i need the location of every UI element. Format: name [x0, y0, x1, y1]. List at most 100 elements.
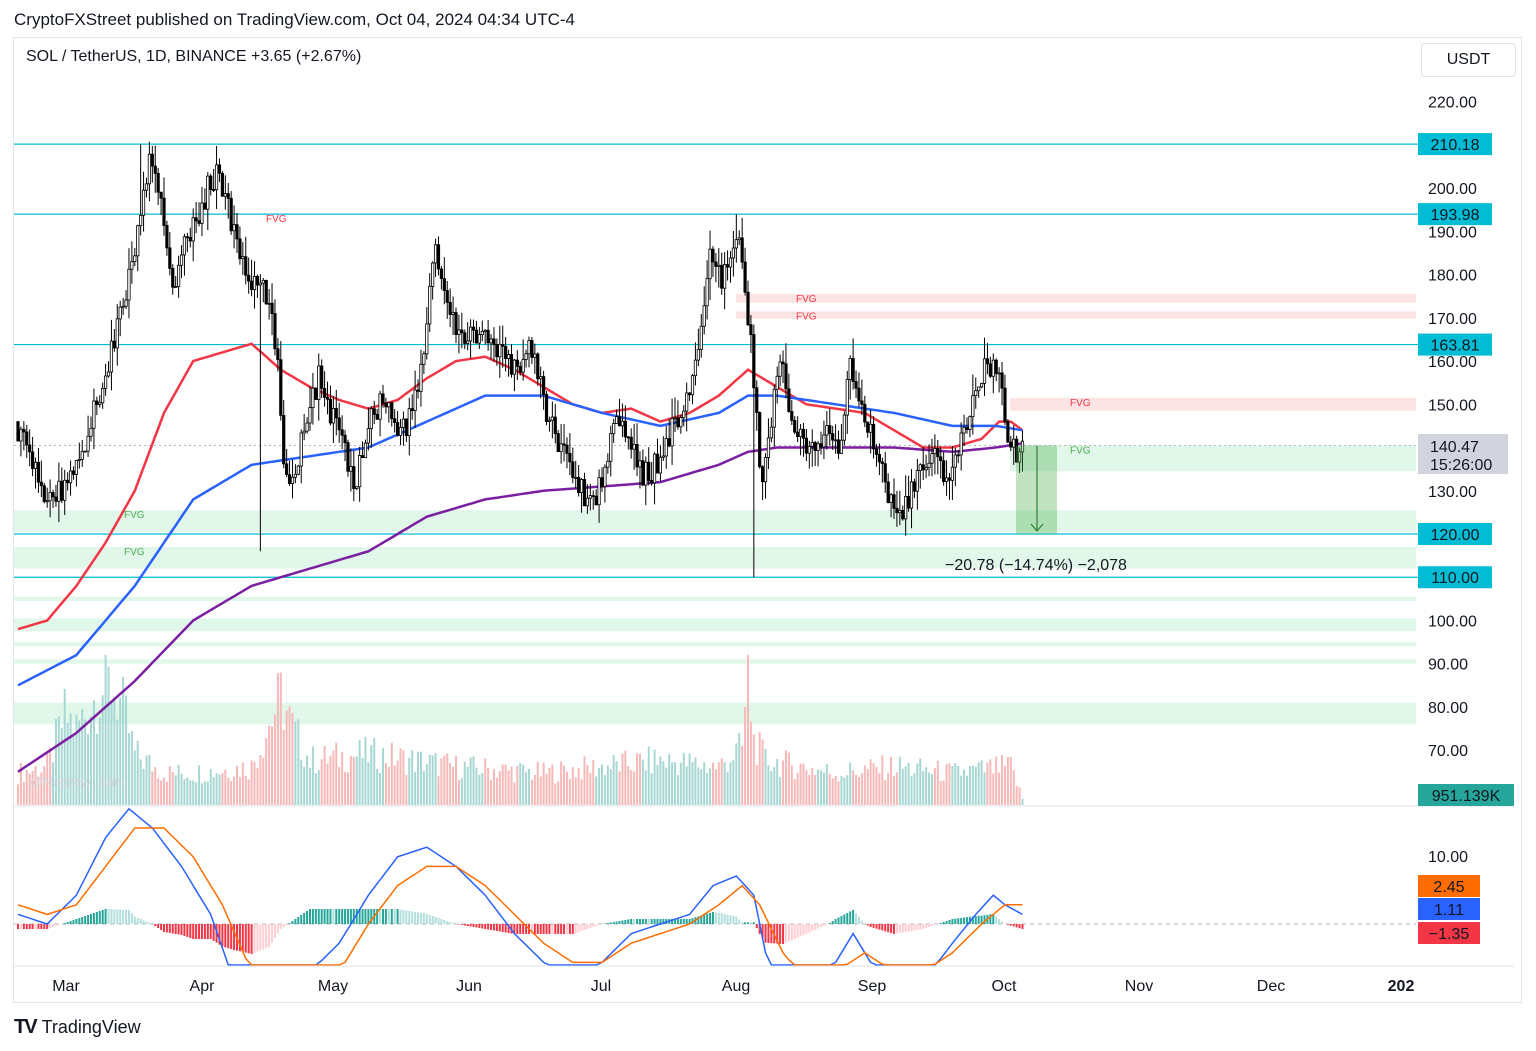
macd-hist-bar — [478, 924, 481, 928]
volume-bar — [717, 762, 720, 805]
volume-bar — [466, 767, 469, 805]
volume-bar — [317, 770, 320, 805]
candle-body — [676, 417, 680, 428]
macd-hist-bar — [212, 924, 215, 941]
symbol-legend[interactable]: SOL / TetherUS, 1D, BINANCE +3.65 (+2.67… — [26, 48, 362, 65]
volume-bar — [218, 774, 221, 805]
candle-body — [235, 224, 239, 240]
candle-body — [787, 388, 791, 412]
macd-hist-bar — [387, 909, 390, 924]
macd-hist-bar — [241, 924, 244, 952]
volume-bar — [688, 753, 691, 805]
volume-bar — [203, 781, 206, 805]
candle-body — [159, 191, 163, 199]
candle-body — [390, 402, 394, 420]
volume-bar — [633, 771, 636, 805]
volume-bar — [390, 742, 393, 805]
macd-hist-bar — [186, 924, 189, 937]
candle-body — [758, 412, 762, 468]
volume-bar — [332, 750, 335, 805]
volume-bar — [387, 766, 390, 805]
macd-hist-bar — [995, 916, 998, 924]
macd-hist-bar — [504, 924, 507, 933]
macd-hist-bar — [457, 924, 460, 925]
candle-body — [28, 444, 32, 453]
volume-bar — [84, 719, 87, 805]
macd-hist-bar — [402, 910, 405, 924]
candle-body — [299, 432, 303, 467]
volume-bar — [256, 767, 259, 805]
macd-hist-bar — [714, 912, 717, 924]
footer-brand[interactable]: TV TradingView — [14, 1016, 141, 1039]
volume-bar — [291, 713, 294, 805]
macd-hist-bar — [107, 909, 110, 924]
volume-bar — [577, 767, 580, 805]
candle-body — [480, 331, 484, 336]
volume-bar — [241, 762, 244, 805]
candle-body — [553, 416, 557, 434]
candle-body — [933, 448, 937, 455]
volume-bar — [837, 781, 840, 805]
volume-bar — [980, 760, 983, 805]
macd-hist-bar — [671, 919, 674, 924]
volume-bar — [180, 773, 183, 805]
volume-bar — [490, 779, 493, 805]
candle-body — [39, 481, 43, 487]
candle-body — [574, 477, 578, 479]
volume-bar — [846, 775, 849, 805]
volume-bar — [487, 767, 490, 805]
volume-bar — [192, 780, 195, 805]
macd-hist-bar — [796, 924, 799, 938]
macd-hist-bar — [469, 924, 472, 927]
volume-bar — [732, 760, 735, 805]
volume-bar — [983, 772, 986, 805]
volume-bar — [364, 736, 367, 805]
macd-hist-bar — [971, 916, 974, 924]
macd-hist-bar — [209, 924, 212, 939]
macd-hist-bar — [157, 924, 160, 928]
macd-hist-bar — [925, 924, 928, 928]
candle-body — [842, 414, 846, 441]
macd-hist-bar — [271, 924, 274, 943]
macd-hist-bar — [846, 913, 849, 924]
macd-hist-bar — [320, 909, 323, 924]
candle-body — [121, 305, 125, 308]
volume-bar — [814, 774, 817, 805]
macd-hist-bar — [22, 924, 25, 929]
candle-body — [901, 509, 905, 520]
volume-bar — [452, 766, 455, 805]
volume-bar — [989, 759, 992, 805]
volume-bar — [399, 748, 402, 805]
signal-line — [17, 827, 1023, 966]
volume-bar — [647, 746, 650, 805]
macd-hist-bar — [951, 919, 954, 924]
macd-hist-bar — [621, 920, 624, 924]
volume-bar — [195, 782, 198, 805]
macd-hist-bar — [808, 924, 811, 933]
candle-body — [214, 164, 219, 191]
volume-bar — [434, 753, 437, 805]
macd-hist-bar — [92, 913, 95, 924]
candle-body — [895, 507, 899, 514]
candle-body — [781, 361, 785, 365]
macd-hist-bar — [723, 914, 726, 924]
macd-hist-bar — [110, 909, 113, 924]
volume-bar — [411, 750, 414, 805]
volume-bar — [200, 783, 203, 805]
macd-hist-bar — [741, 922, 744, 924]
candle-body — [156, 173, 160, 193]
volume-bar — [793, 779, 796, 805]
currency-selector[interactable]: USDT — [1421, 43, 1516, 77]
volume-bar — [361, 758, 364, 805]
volume-bar — [820, 770, 822, 805]
macd-hist-bar — [28, 924, 31, 929]
candle-body — [959, 432, 963, 456]
candle-body — [688, 392, 692, 396]
volume-bar — [808, 774, 811, 805]
volume-bar — [720, 758, 723, 805]
volume-bar — [565, 771, 568, 805]
macd-hist-bar — [98, 911, 101, 924]
candle-body — [489, 338, 493, 344]
macd-hist-bar — [419, 913, 422, 924]
